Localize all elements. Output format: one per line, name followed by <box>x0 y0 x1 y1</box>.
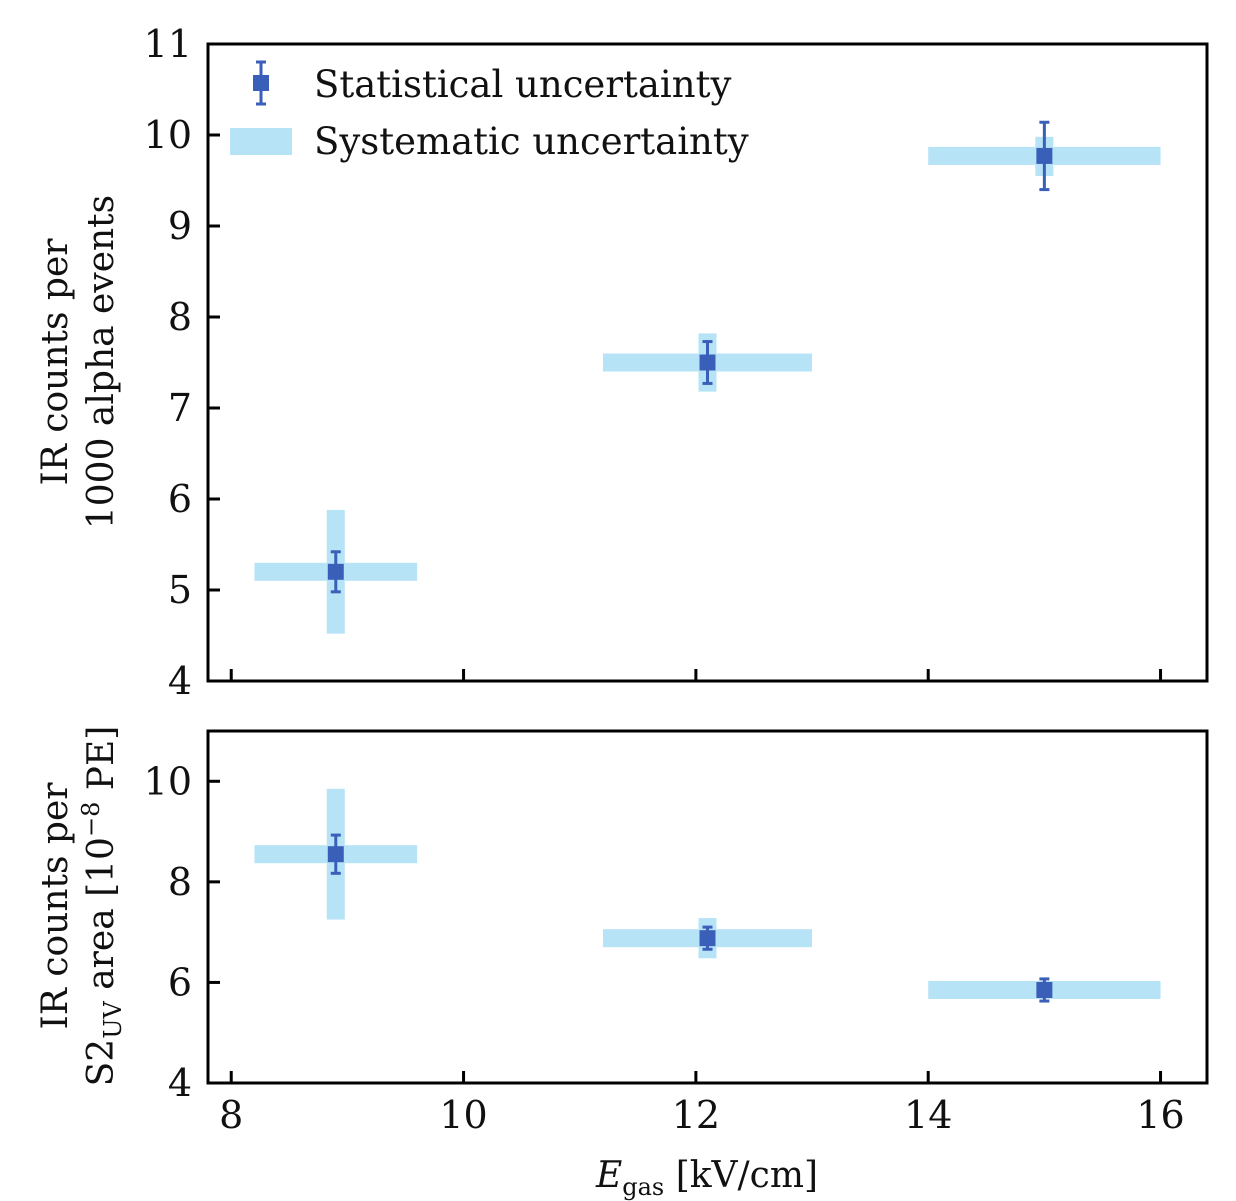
x-axis-label-symbol: E <box>595 1155 622 1196</box>
top-ytick-label-7: 11 <box>144 22 192 66</box>
top-ytick-label-4: 8 <box>168 295 192 339</box>
top-ytick-label-2: 6 <box>168 477 192 521</box>
bottom-xtick-label-3: 14 <box>904 1093 952 1137</box>
bottom-ylabel-area: area [10 <box>81 837 122 1001</box>
top-ytick-label-1: 5 <box>168 568 192 612</box>
bottom-data-point-1 <box>699 930 716 947</box>
bottom-xtick-label-1: 10 <box>439 1093 487 1137</box>
bottom-xtick-label-0: 8 <box>219 1093 243 1137</box>
legend-stat-marker <box>253 75 269 91</box>
top-ytick-label-6: 10 <box>144 113 192 157</box>
bottom-ylabel-line1: IR counts per <box>35 782 76 1030</box>
bottom-ytick-label-0: 4 <box>168 1061 192 1105</box>
top-data-point-0 <box>327 563 344 580</box>
bottom-ylabel-exponent: −8 <box>77 802 105 837</box>
bottom-ytick-label-3: 10 <box>144 759 192 803</box>
bottom-ylabel-unit: PE] <box>81 726 122 802</box>
legend: Statistical uncertainty Systematic uncer… <box>230 60 749 163</box>
top-data-point-1 <box>699 354 716 371</box>
top-data-point-2 <box>1036 147 1053 164</box>
top-axes-frame <box>206 42 1209 683</box>
x-axis-label: Egas [kV/cm] <box>595 1155 818 1201</box>
top-ylabel-line1: IR counts per <box>35 238 76 486</box>
bottom-xtick-label-4: 16 <box>1136 1093 1184 1137</box>
bottom-ylabel-s2: S2 <box>81 1039 122 1087</box>
bottom-ylabel-line2: S2UV area [10−8 PE] <box>77 726 127 1087</box>
bottom-ylabel-uv-sub: UV <box>99 1001 127 1039</box>
bottom-panel: 8 10 12 14 16 4 6 8 10 IR counts per S2UV area [… <box>35 726 1209 1201</box>
top-ytick-label-0: 4 <box>168 659 192 703</box>
legend-sys-label: Systematic uncertainty <box>314 120 749 163</box>
top-panel: 4 5 6 7 8 9 10 11 IR counts per 1000 alpha even… <box>35 22 1209 703</box>
x-axis-label-unit: [kV/cm] <box>664 1155 818 1196</box>
top-ytick-label-5: 9 <box>168 204 192 248</box>
legend-stat-label: Statistical uncertainty <box>314 63 731 106</box>
x-axis-label-subscript: gas <box>622 1173 664 1201</box>
bottom-data-point-2 <box>1036 981 1053 998</box>
bottom-ytick-label-1: 6 <box>168 960 192 1004</box>
bottom-ytick-label-2: 8 <box>168 860 192 904</box>
top-ylabel-line2: 1000 alpha events <box>81 195 122 529</box>
bottom-data-point-0 <box>327 846 344 863</box>
bottom-axes-frame <box>206 729 1209 1085</box>
top-ytick-label-3: 7 <box>168 386 192 430</box>
legend-sys-swatch <box>230 128 292 155</box>
bottom-xtick-label-2: 12 <box>672 1093 720 1137</box>
